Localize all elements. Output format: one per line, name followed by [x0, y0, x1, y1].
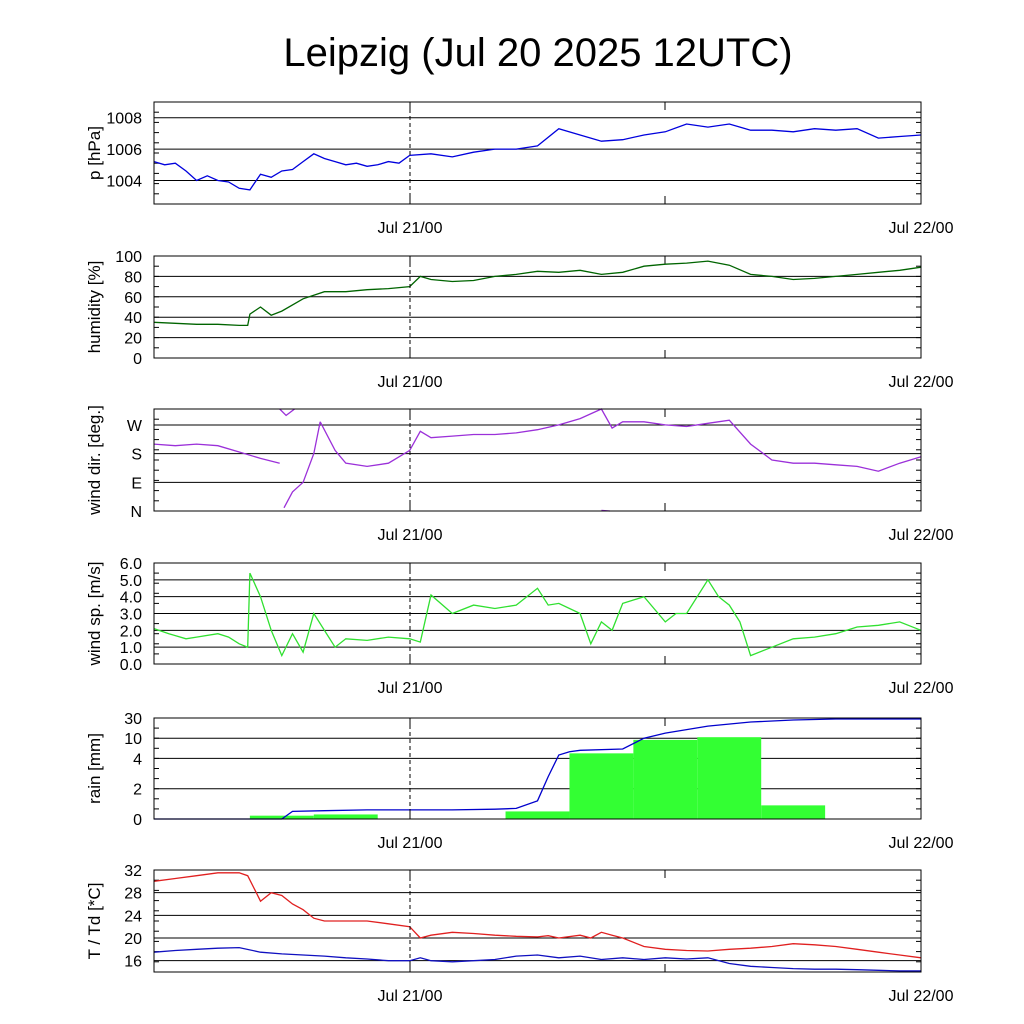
- bar-rain-6: [761, 805, 826, 819]
- ytick-label-humidity-3: 60: [124, 290, 142, 307]
- plot-frame-temperature: [153, 869, 922, 973]
- ylabel-wind_dir: wind dir. [deg.]: [85, 405, 104, 516]
- ytick-label-wind_speed-2: 2.0: [120, 623, 142, 640]
- bar-rain-4: [633, 739, 698, 819]
- series-line-wind_dir-0: [153, 443, 280, 464]
- panel-rain: 0 2 4 10 30 Jul 21/00 Jul 22/00 rain [mm]: [85, 711, 954, 852]
- ytick-label-temperature-1: 20: [124, 931, 142, 948]
- ytick-label-wind_dir-1: E: [131, 475, 142, 492]
- ytick-label-wind_speed-0: 0.0: [120, 657, 142, 674]
- series-line-wind_dir-2: [283, 421, 321, 509]
- xtick-label-wind_speed-0: Jul 21/00: [378, 680, 443, 697]
- chart-title: Leipzig (Jul 20 2025 12UTC): [283, 31, 792, 75]
- xtick-label-pressure-1: Jul 22/00: [889, 220, 954, 237]
- plot-frame-humidity: [153, 255, 922, 359]
- panel-humidity: 0 20 40 60 80 100 Jul 21/00 Jul 22/00 humidity […: [85, 249, 954, 391]
- ytick-label-rain-3: 10: [124, 731, 142, 748]
- plot-frame-wind_speed: [153, 562, 922, 665]
- ytick-label-rain-2: 4: [133, 751, 142, 768]
- ytick-label-rain-1: 2: [133, 782, 142, 799]
- plot-frame-rain: [153, 717, 922, 820]
- ytick-label-pressure-0: 1004: [106, 173, 142, 190]
- ytick-label-wind_speed-6: 6.0: [120, 556, 142, 573]
- ytick-label-wind_speed-3: 3.0: [120, 607, 142, 624]
- ytick-label-wind_dir-2: S: [131, 447, 142, 464]
- plot-frame-pressure: [153, 101, 922, 205]
- bar-rain-5: [697, 737, 762, 819]
- xtick-label-temperature-0: Jul 21/00: [378, 988, 443, 1005]
- bar-rain-0: [249, 815, 314, 819]
- xtick-label-humidity-1: Jul 22/00: [889, 374, 954, 391]
- ytick-label-wind_dir-0: N: [130, 504, 142, 521]
- series-line-rain-0: [154, 718, 921, 820]
- ytick-label-wind_speed-1: 1.0: [120, 640, 142, 657]
- ylabel-humidity: humidity [%]: [85, 261, 104, 354]
- xtick-label-wind_dir-1: Jul 22/00: [889, 527, 954, 544]
- ytick-label-temperature-0: 16: [124, 954, 142, 971]
- xtick-label-humidity-0: Jul 21/00: [378, 374, 443, 391]
- xtick-label-rain-1: Jul 22/00: [889, 835, 954, 852]
- plot-frame-wind_dir: [153, 408, 922, 512]
- ylabel-wind_speed: wind sp. [m/s]: [85, 562, 104, 667]
- series-line-temperature-1: [153, 946, 921, 972]
- bar-rain-3: [569, 753, 634, 819]
- series-line-temperature-0: [153, 872, 922, 959]
- ylabel-rain: rain [mm]: [85, 733, 104, 804]
- ytick-label-humidity-4: 80: [124, 269, 142, 286]
- ytick-label-wind_dir-3: W: [127, 418, 143, 435]
- series-line-wind_dir-3: [319, 408, 922, 472]
- ytick-label-rain-4: 30: [124, 711, 142, 728]
- ytick-label-humidity-5: 100: [115, 249, 142, 266]
- ytick-label-pressure-1: 1006: [106, 142, 142, 159]
- ytick-label-humidity-0: 0: [133, 351, 142, 368]
- ytick-label-rain-0: 0: [133, 812, 142, 829]
- panel-temperature: 16 20 24 28 32 Jul 21/00 Jul 22/00 T / Td [*C]: [85, 863, 954, 1005]
- xtick-label-rain-0: Jul 21/00: [378, 835, 443, 852]
- ytick-label-temperature-2: 24: [124, 908, 142, 925]
- xtick-label-wind_speed-1: Jul 22/00: [889, 680, 954, 697]
- xtick-label-pressure-0: Jul 21/00: [378, 220, 443, 237]
- panel-pressure: 1004 1006 1008 Jul 21/00 Jul 22/00 p [hPa]: [85, 101, 954, 237]
- ylabel-pressure: p [hPa]: [85, 126, 104, 180]
- series-line-pressure-0: [153, 123, 922, 191]
- bar-rain-1: [313, 814, 378, 819]
- ytick-label-pressure-2: 1008: [106, 111, 142, 128]
- series-line-humidity-0: [153, 260, 922, 327]
- xtick-label-temperature-1: Jul 22/00: [889, 988, 954, 1005]
- ytick-label-wind_speed-5: 5.0: [120, 573, 142, 590]
- ytick-label-temperature-4: 32: [124, 863, 142, 880]
- xtick-label-wind_dir-0: Jul 21/00: [378, 527, 443, 544]
- series-line-wind_dir-1: [279, 408, 295, 417]
- panel-wind_speed: 0.01.02.03.04.05.06.0 Jul 21/00 Jul 22/00 w…: [85, 556, 954, 697]
- series-line-wind_speed-0: [153, 572, 922, 658]
- ylabel-temperature: T / Td [*C]: [85, 883, 104, 960]
- ytick-label-temperature-3: 28: [124, 886, 142, 903]
- ytick-label-humidity-1: 20: [124, 331, 142, 348]
- bar-rain-2: [505, 811, 570, 819]
- ytick-label-wind_speed-4: 4.0: [120, 590, 142, 607]
- ytick-label-humidity-2: 40: [124, 310, 142, 327]
